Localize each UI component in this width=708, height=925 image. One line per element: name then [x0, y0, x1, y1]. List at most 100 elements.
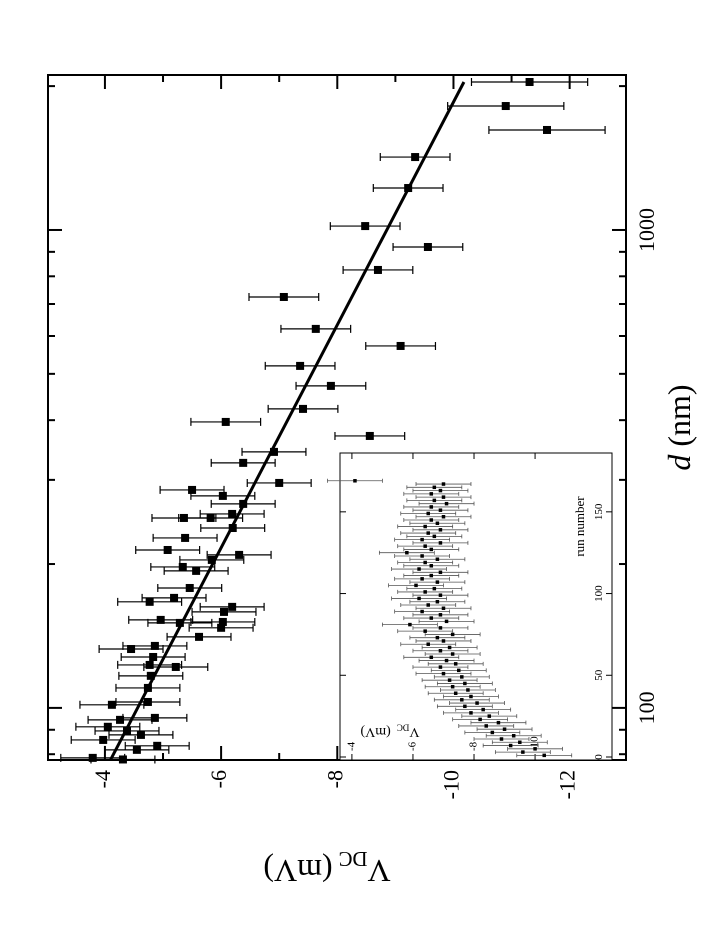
data-point [217, 623, 226, 632]
data-point [404, 184, 413, 193]
data-point [429, 655, 434, 660]
data-point [417, 596, 421, 601]
data-point [207, 555, 216, 564]
data-point [423, 629, 427, 633]
x-axis-unit: (nm) [661, 384, 697, 446]
x-tick-label: 50 [593, 669, 605, 681]
y-axis-label: VDC (mV) [360, 723, 419, 740]
data-point [447, 678, 452, 682]
data-point [432, 534, 437, 539]
data-point [518, 740, 522, 745]
x-tick-label: 1000 [634, 208, 659, 252]
x-axis-symbol: d [661, 454, 697, 471]
data-point [143, 697, 152, 706]
data-point [466, 688, 470, 692]
plot-frame [339, 452, 613, 761]
data-point [361, 222, 370, 231]
y-tick-label: -6 [206, 770, 231, 788]
data-point [475, 701, 479, 705]
data-point [228, 524, 237, 533]
data-point [99, 735, 108, 744]
data-point [423, 544, 427, 548]
data-point [496, 720, 501, 725]
data-point [478, 717, 482, 722]
data-point [469, 711, 473, 715]
y-tick-label: -8 [322, 770, 347, 788]
data-point [444, 619, 449, 624]
data-point [150, 713, 159, 722]
data-point [444, 501, 449, 506]
data-point [181, 533, 190, 542]
data-point [163, 545, 172, 554]
data-point [542, 753, 546, 758]
data-point [435, 635, 440, 640]
data-point [311, 324, 320, 333]
data-point [463, 681, 467, 686]
y-axis-unit: (mV) [263, 853, 332, 889]
data-point [132, 745, 141, 754]
data-point [469, 694, 473, 699]
data-point [228, 509, 237, 518]
data-point [508, 743, 513, 748]
fit-line [109, 81, 466, 761]
data-point [426, 511, 430, 516]
data-point [153, 741, 162, 750]
data-point [103, 722, 112, 731]
data-point [438, 508, 443, 512]
data-point [441, 495, 446, 499]
data-point [460, 698, 464, 702]
data-point [175, 618, 184, 627]
data-point [432, 485, 437, 490]
data-point [353, 479, 357, 483]
y-tick-label: -12 [555, 770, 580, 799]
data-point [420, 537, 424, 542]
data-point [145, 597, 154, 606]
data-point [279, 292, 288, 301]
data-point [511, 733, 516, 738]
data-point [156, 615, 165, 624]
data-point [521, 750, 525, 754]
data-point [149, 652, 158, 661]
y-tick-label: -10 [439, 770, 464, 799]
y-tick-label: -6 [406, 741, 418, 751]
data-point [450, 652, 455, 656]
data-point [269, 447, 278, 456]
data-point [453, 662, 458, 666]
data-point [150, 641, 159, 650]
y-tick-label: -8 [468, 741, 480, 751]
data-point [146, 671, 155, 680]
data-point [438, 570, 443, 575]
data-point [218, 491, 227, 500]
data-point [235, 550, 244, 559]
data-point [490, 730, 495, 735]
data-point [220, 607, 229, 616]
data-point [429, 616, 434, 620]
data-point [107, 700, 116, 709]
data-point [426, 642, 430, 646]
data-point [542, 125, 551, 134]
data-point [432, 498, 437, 503]
data-point [88, 753, 97, 762]
data-point [426, 531, 430, 535]
data-point [499, 737, 504, 741]
data-point [438, 593, 443, 597]
data-point [487, 714, 492, 718]
data-point [136, 730, 145, 739]
data-point [435, 521, 440, 526]
y-axis-label: VDC (mV) [263, 847, 390, 889]
data-point [481, 707, 485, 712]
data-point [423, 560, 427, 565]
data-point [423, 242, 432, 251]
data-point [438, 613, 443, 617]
data-point [228, 602, 237, 611]
data-point [118, 755, 127, 764]
data-point [188, 485, 197, 494]
x-tick-label: 150 [593, 503, 605, 520]
data-point [438, 528, 443, 532]
data-point [432, 586, 437, 591]
data-point [525, 78, 534, 87]
data-point [426, 603, 430, 607]
data-point [417, 567, 421, 571]
data-point [438, 488, 443, 493]
